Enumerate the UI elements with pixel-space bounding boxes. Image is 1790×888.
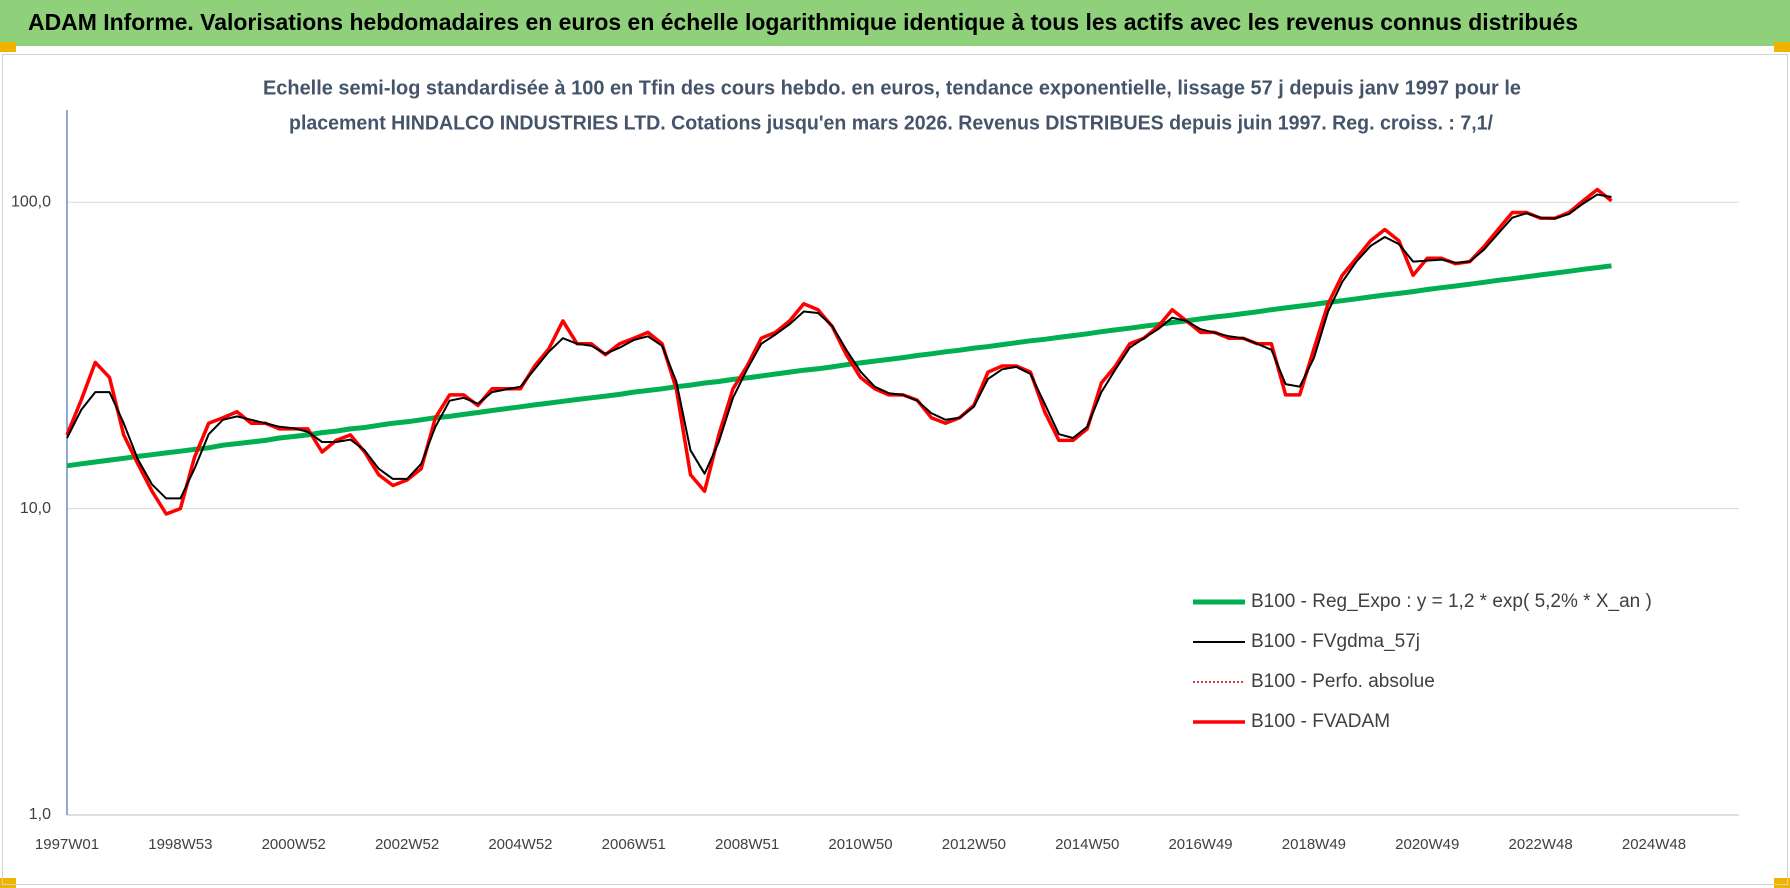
chart-frame	[2, 54, 1788, 885]
x-tick-label: 2024W48	[1622, 836, 1686, 853]
chart-subtitle: placement HINDALCO INDUSTRIES LTD. Cotat…	[289, 112, 1493, 134]
legend-label: B100 - Reg_Expo : y = 1,2 * exp( 5,2% * …	[1251, 591, 1652, 612]
x-tick-label: 1997W01	[35, 836, 99, 853]
series-line	[66, 263, 1612, 469]
x-tick-label: 2018W49	[1282, 836, 1346, 853]
y-tick-label: 10,0	[20, 500, 51, 517]
x-tick-label: 2000W52	[262, 836, 326, 853]
x-tick-label: 2010W50	[828, 836, 892, 853]
x-tick-label: 2016W49	[1168, 836, 1232, 853]
legend-label: B100 - FVADAM	[1251, 711, 1390, 732]
x-tick-label: 2014W50	[1055, 836, 1119, 853]
header-title: ADAM Informe. Valorisations hebdomadaire…	[28, 9, 1578, 35]
chart-subtitle: Echelle semi-log standardisée à 100 en T…	[263, 77, 1521, 99]
corner	[1774, 42, 1790, 52]
x-tick-label: 2006W51	[602, 836, 666, 853]
series-line	[66, 188, 1612, 515]
legend-label: B100 - FVgdma_57j	[1251, 631, 1420, 652]
x-tick-label: 2008W51	[715, 836, 779, 853]
corner	[0, 878, 16, 888]
corner	[1774, 878, 1790, 888]
x-tick-label: 2002W52	[375, 836, 439, 853]
corner	[0, 42, 16, 52]
x-tick-label: 2022W48	[1509, 836, 1573, 853]
x-tick-label: 1998W53	[148, 836, 212, 853]
series-line	[65, 187, 1613, 516]
x-tick-label: 2012W50	[942, 836, 1006, 853]
header-bar	[0, 0, 1790, 46]
x-tick-label: 2004W52	[488, 836, 552, 853]
y-tick-label: 100,0	[11, 193, 51, 210]
y-tick-label: 1,0	[29, 806, 51, 823]
x-tick-label: 2020W49	[1395, 836, 1459, 853]
series-line	[66, 193, 1612, 500]
legend-label: B100 - Perfo. absolue	[1251, 671, 1435, 692]
